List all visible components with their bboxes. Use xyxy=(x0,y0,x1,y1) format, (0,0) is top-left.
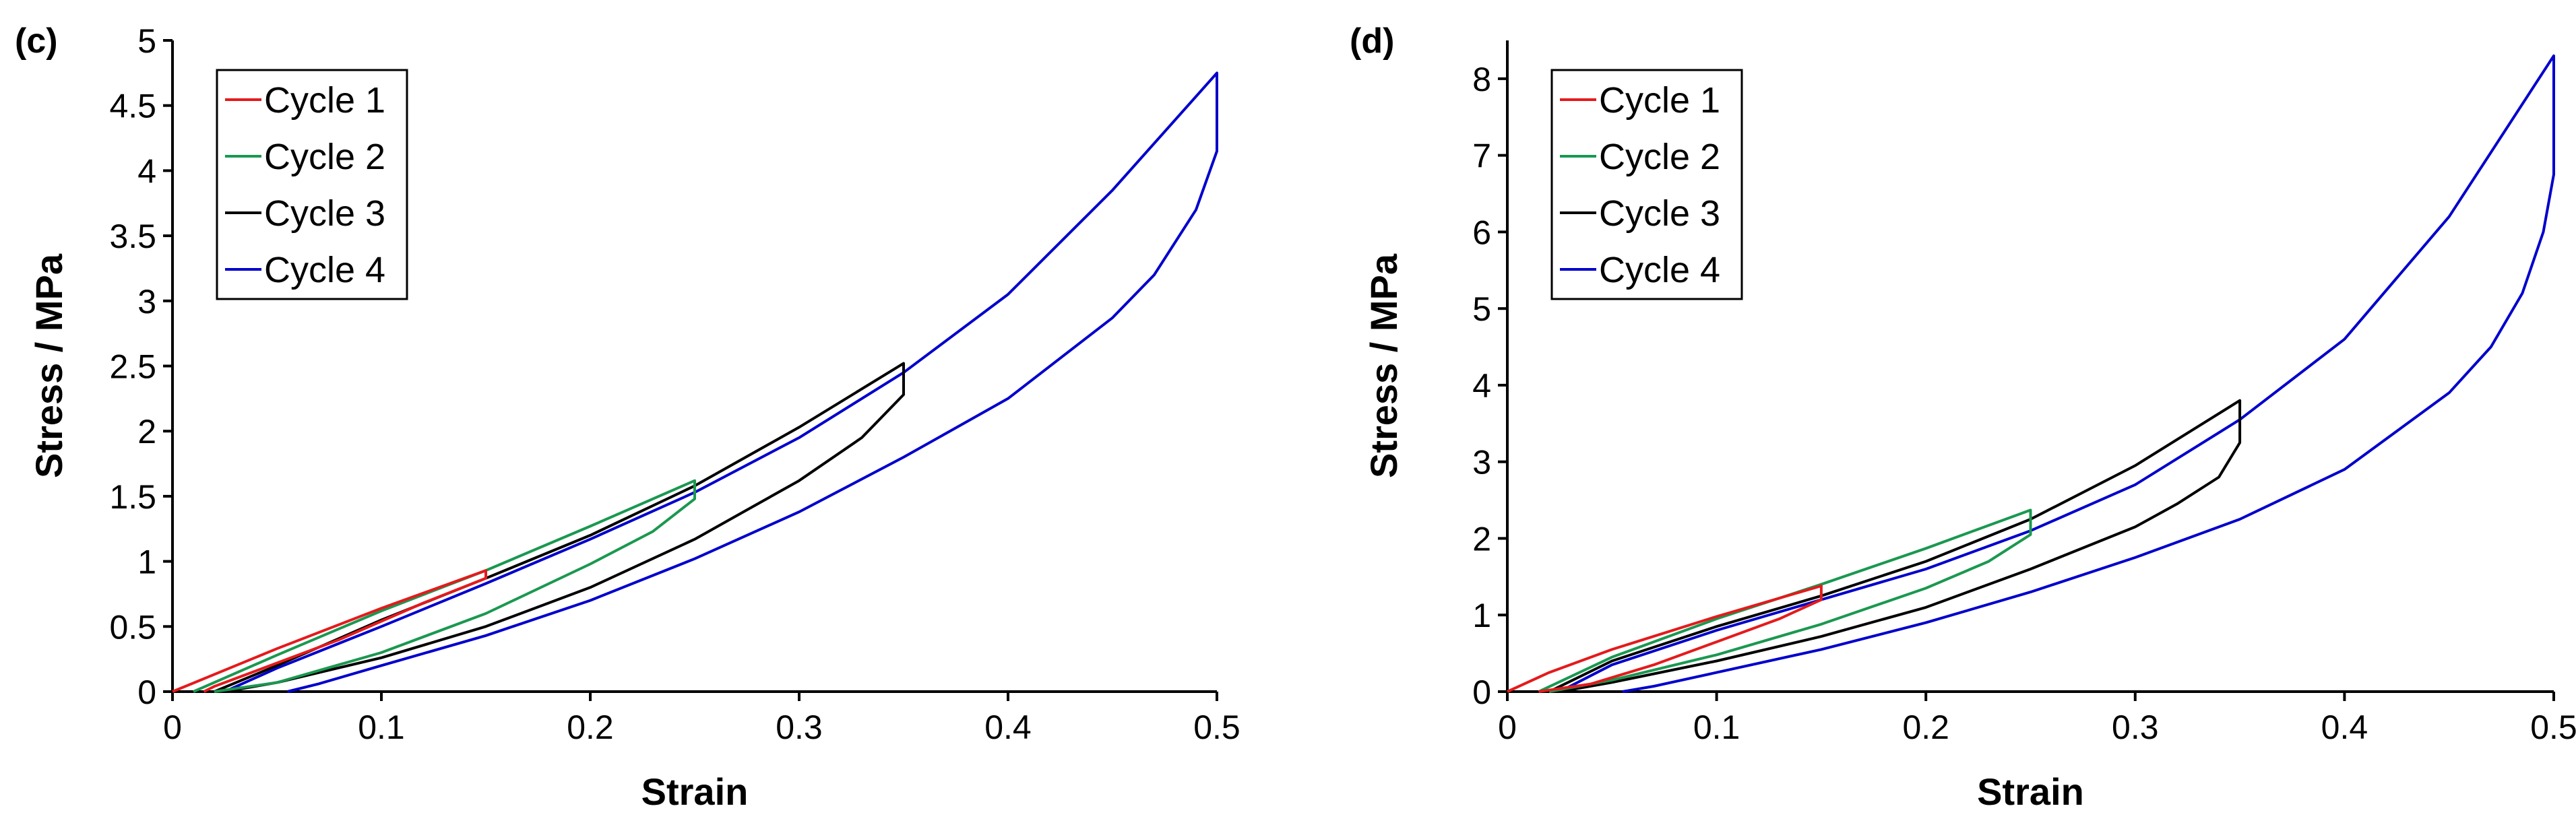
y-tick-label: 3 xyxy=(137,283,156,321)
x-tick-label: 0.5 xyxy=(2530,708,2576,746)
y-tick-label: 1 xyxy=(1472,597,1491,634)
x-tick-label: 0.2 xyxy=(567,708,614,746)
y-tick-label: 1 xyxy=(137,543,156,581)
y-tick-label: 3 xyxy=(1472,444,1491,482)
legend-entry: Cycle 4 xyxy=(1599,250,1720,290)
legend: Cycle 1 Cycle 2 Cycle 3 Cycle 4 xyxy=(1550,69,1743,300)
legend-entry: Cycle 1 xyxy=(1599,80,1720,121)
y-tick-label: 2 xyxy=(137,413,156,451)
y-tick-label: 4 xyxy=(137,152,156,190)
y-tick-label: 5 xyxy=(137,22,156,60)
x-tick-label: 0.1 xyxy=(358,708,405,746)
series-line-cycle-3 xyxy=(1548,399,2242,693)
x-tick-label: 0.4 xyxy=(2321,708,2368,746)
legend-box xyxy=(1550,69,1743,300)
series-line-cycle-2 xyxy=(193,479,696,693)
y-tick-label: 4.5 xyxy=(109,88,156,125)
y-tick-label: 0.5 xyxy=(109,608,156,646)
x-tick-label: 0.1 xyxy=(1693,708,1740,746)
y-tick-label: 0 xyxy=(1472,673,1491,711)
legend-entry: Cycle 3 xyxy=(264,193,385,234)
y-tick-label: 7 xyxy=(1472,137,1491,175)
legend-entry: Cycle 1 xyxy=(264,80,385,121)
series-line-cycle-1 xyxy=(1507,585,1823,693)
y-axis-label: Stress / MPa xyxy=(1362,253,1405,478)
legend-entry: Cycle 2 xyxy=(1599,137,1720,177)
panel-d: (d) 0 1 2 3 4 5 6 7 8 0 0.1 0.2 0.3 0.4 0.5 Strain Stress… xyxy=(1350,22,2576,813)
x-tick-label: 0.2 xyxy=(1902,708,1949,746)
panel-c: (c) 0 0.5 1 1.5 2 2.5 3 3.5 4 4.5 5 0 0.1 0.2 0.3 0.4 0.5… xyxy=(15,22,1240,813)
legend-entry: Cycle 3 xyxy=(1599,193,1720,234)
x-tick-label: 0 xyxy=(163,708,182,746)
y-tick-label: 8 xyxy=(1472,61,1491,98)
panel-label: (c) xyxy=(15,22,58,61)
y-tick-label: 2.5 xyxy=(109,348,156,386)
y-tick-label: 1.5 xyxy=(109,478,156,516)
y-tick-label: 2 xyxy=(1472,520,1491,558)
y-axis-label: Stress / MPa xyxy=(28,253,70,478)
x-tick-label: 0.5 xyxy=(1193,708,1240,746)
x-tick-label: 0 xyxy=(1498,708,1517,746)
series-line-cycle-1 xyxy=(172,569,487,693)
y-tick-label: 6 xyxy=(1472,213,1491,251)
x-tick-label: 0.3 xyxy=(2112,708,2159,746)
legend-box xyxy=(216,69,408,300)
x-tick-label: 0.4 xyxy=(984,708,1032,746)
legend-entry: Cycle 2 xyxy=(264,137,385,177)
legend: Cycle 1 Cycle 2 Cycle 3 Cycle 4 xyxy=(216,69,408,300)
series-line-cycle-3 xyxy=(214,362,905,693)
x-axis-label: Strain xyxy=(1977,770,2084,813)
y-tick-label: 0 xyxy=(137,673,156,711)
series-line-cycle-4 xyxy=(224,71,1218,693)
series-line-cycle-2 xyxy=(1538,508,2032,693)
panel-label: (d) xyxy=(1350,22,1394,61)
y-tick-label: 4 xyxy=(1472,367,1491,405)
x-axis-label: Strain xyxy=(641,770,749,813)
series-line-cycle-4 xyxy=(1559,54,2555,693)
y-tick-label: 5 xyxy=(1472,290,1491,328)
y-tick-label: 3.5 xyxy=(109,218,156,255)
x-tick-label: 0.3 xyxy=(776,708,823,746)
legend-entry: Cycle 4 xyxy=(264,250,385,290)
